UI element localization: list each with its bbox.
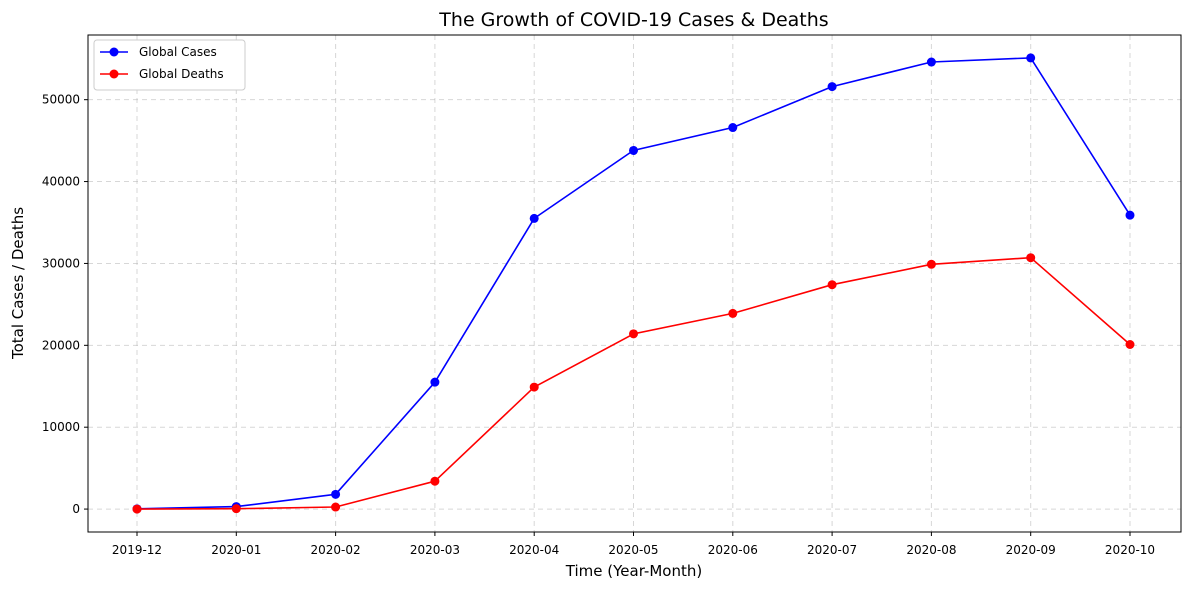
- x-tick-label: 2020-03: [410, 543, 460, 557]
- legend-box: [93, 39, 246, 91]
- chart-title: The Growth of COVID-19 Cases & Deaths: [438, 9, 828, 31]
- series-layer: [132, 53, 1135, 514]
- data-point: [331, 502, 341, 512]
- y-tick-label: 50000: [42, 93, 80, 107]
- data-point: [529, 382, 539, 392]
- data-point: [728, 123, 738, 133]
- legend: Global Cases Global Deaths: [93, 39, 246, 91]
- data-point: [1026, 253, 1036, 263]
- data-point: [529, 213, 539, 223]
- legend-marker-1: [109, 69, 119, 79]
- data-point: [1125, 339, 1135, 349]
- plot-frame: [87, 34, 1182, 533]
- data-point: [430, 476, 440, 486]
- x-tick-label: 2020-07: [807, 543, 857, 557]
- x-tick-label: 2020-10: [1105, 543, 1155, 557]
- data-point: [629, 145, 638, 155]
- x-tick-label: 2020-09: [1006, 543, 1056, 557]
- y-tick-label: 10000: [42, 420, 80, 434]
- legend-label: Global Deaths: [139, 67, 224, 81]
- y-tick-label: 30000: [42, 256, 80, 270]
- data-point: [926, 57, 936, 67]
- data-point: [331, 489, 341, 499]
- x-tick-label: 2019-12: [112, 543, 162, 557]
- data-point: [827, 280, 837, 290]
- data-point: [1026, 53, 1036, 63]
- grid-layer: [88, 35, 1181, 532]
- legend-marker-0: [109, 47, 119, 57]
- x-tick-label: 2020-01: [211, 543, 261, 557]
- x-tick-label: 2020-05: [608, 543, 658, 557]
- legend-label: Global Cases: [139, 45, 217, 59]
- y-tick-label: 0: [72, 502, 80, 516]
- data-point: [1125, 210, 1135, 220]
- x-tick-label: 2020-04: [509, 543, 559, 557]
- data-point: [926, 259, 936, 269]
- x-tick-label: 2020-08: [906, 543, 956, 557]
- data-point: [132, 504, 142, 514]
- x-tick-label: 2020-02: [311, 543, 361, 557]
- data-point: [827, 82, 837, 92]
- data-point: [728, 308, 738, 318]
- x-tick-label: 2020-06: [708, 543, 758, 557]
- tick-layer: 2019-12 2020-01 2020-02 2020-03 2020-04 2020-…: [42, 93, 1155, 557]
- data-point: [629, 329, 638, 339]
- y-axis-title: Total Cases / Deaths: [9, 207, 27, 360]
- y-tick-label: 20000: [42, 338, 80, 352]
- y-tick-label: 40000: [42, 175, 80, 189]
- x-axis-title: Time (Year-Month): [565, 562, 702, 580]
- data-point: [430, 377, 440, 387]
- data-point: [231, 504, 241, 514]
